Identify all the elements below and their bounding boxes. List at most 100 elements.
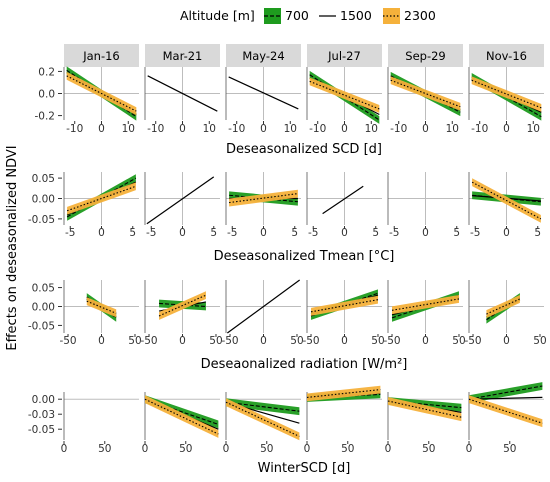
panel-2-Mar-21: -50 0 50 (140, 280, 223, 347)
series-line-700 (229, 194, 298, 203)
x-tick-label: 5 (291, 227, 298, 239)
strip-Nov-16 (469, 44, 544, 67)
ci-band-2300 (86, 297, 117, 318)
y-tick-label: 0.00 (32, 302, 55, 314)
panel-0-Mar-21: -10 0 10 (144, 67, 220, 135)
x-tick-label: 50 (422, 443, 435, 455)
series-line-1500 (468, 396, 543, 400)
x-tick-label: -50 (302, 335, 319, 347)
x-tick-label: 0 (341, 227, 348, 239)
ci-band-2300 (307, 385, 381, 402)
y-tick-label: -0.2 (35, 111, 56, 123)
x-tick-label: 50 (290, 335, 303, 347)
panel-0-Jan-16: -10 0 10 (63, 66, 139, 135)
ci-band-2300 (309, 77, 380, 113)
x-tick-label: -5 (308, 227, 318, 239)
x-tick-label: -50 (383, 335, 400, 347)
series-line-1500 (147, 75, 218, 112)
x-tick-label: 10 (122, 123, 135, 135)
panel-2-Nov-16: -50 0 50 (464, 280, 547, 347)
x-tick-label: -5 (389, 227, 399, 239)
x-tick-label: -10 (228, 123, 245, 135)
y-tick-label: 0.00 (32, 194, 55, 206)
x-tick-label: -10 (390, 123, 407, 135)
panel-3-Sep-29: 0 50 (385, 392, 463, 455)
x-tick-label: 50 (341, 443, 354, 455)
y-tick-label: -0.05 (28, 424, 55, 436)
series-line-2300 (486, 298, 521, 315)
panel-1-Jan-16: -5 0 5 (63, 172, 139, 239)
x-tick-label: 0 (260, 123, 267, 135)
x-tick-label: 0 (503, 227, 510, 239)
y-tick-label: 0.00 (32, 394, 55, 406)
panel-0-Sep-29: -10 0 10 (387, 67, 463, 135)
x-tick-label: 5 (372, 227, 379, 239)
y-tick-label: -0.03 (28, 409, 55, 421)
ci-band-2300 (229, 189, 298, 207)
x-tick-label: -10 (147, 123, 164, 135)
series-line-700 (468, 385, 543, 400)
x-tick-label: 50 (179, 443, 192, 455)
ci-band-2300 (390, 76, 461, 111)
strip-label: Jan-16 (82, 49, 120, 63)
x-tick-label: 0 (98, 227, 105, 239)
x-tick-label: 0 (341, 335, 348, 347)
x-tick-label: 50 (209, 335, 222, 347)
series-line-1500 (322, 185, 364, 215)
panel-3-Jan-16: 0 50 (61, 392, 139, 455)
series-line-2300 (310, 299, 379, 313)
x-tick-label: 10 (284, 123, 297, 135)
y-axis-title: Effects on deseasonalized NDVI (5, 145, 20, 350)
panel-0-Nov-16: -10 0 10 (468, 67, 544, 135)
series-line-2300 (391, 298, 460, 311)
x-tick-label: -5 (227, 227, 237, 239)
x-tick-label: 0 (142, 443, 149, 455)
legend-label-700: 700 (285, 8, 309, 23)
x-axis-title: Deseaonalized radiation [W/m²] (201, 357, 408, 372)
x-tick-label: 10 (203, 123, 216, 135)
panel-3-May-24: 0 50 (223, 392, 301, 455)
x-tick-label: -5 (146, 227, 156, 239)
x-tick-label: 50 (98, 443, 111, 455)
x-tick-label: 5 (534, 227, 541, 239)
series-line-2300 (471, 181, 542, 220)
x-tick-label: 0 (503, 335, 510, 347)
x-tick-label: 0 (179, 335, 186, 347)
series-line-2300 (66, 75, 137, 112)
x-tick-label: 0 (179, 227, 186, 239)
panel-2-Jul-27: -50 0 50 (302, 280, 385, 347)
x-tick-label: 5 (129, 227, 136, 239)
ci-band-2300 (226, 398, 300, 441)
legend: Altitude [m] 700 1500 2300 (180, 8, 436, 24)
x-tick-label: 50 (503, 443, 516, 455)
panel-3-Mar-21: 0 50 (142, 392, 220, 455)
strip-label: Jul-27 (327, 49, 361, 63)
ci-band-2300 (388, 397, 462, 422)
strip-label: Sep-29 (405, 49, 445, 63)
x-tick-label: 0 (422, 227, 429, 239)
y-tick-label: 0.0 (38, 89, 55, 101)
x-tick-label: 5 (453, 227, 460, 239)
x-tick-label: 50 (371, 335, 384, 347)
x-tick-label: 0 (61, 443, 68, 455)
x-tick-label: 10 (365, 123, 378, 135)
legend-label-1500: 1500 (340, 8, 372, 23)
x-axis-title: WinterSCD [d] (258, 461, 351, 476)
series-line-2300 (468, 398, 543, 424)
x-tick-label: -50 (221, 335, 238, 347)
ci-band-2300 (311, 295, 378, 316)
x-axis-title: Deseasonalized Tmean [°C] (214, 249, 395, 264)
x-tick-label: -50 (140, 335, 157, 347)
x-tick-label: 50 (128, 335, 141, 347)
strip-Jul-27 (307, 44, 382, 67)
legend-label-2300: 2300 (404, 8, 436, 23)
x-tick-label: 0 (466, 443, 473, 455)
x-tick-label: -5 (65, 227, 75, 239)
x-tick-label: -50 (464, 335, 481, 347)
x-tick-label: 0 (98, 123, 105, 135)
facet-panels: Jan-16 Mar-21 May-24 Jul-27 Sep-29 Nov-16 0.2 0… (28, 44, 547, 476)
x-axis-title: Deseasonalized SCD [d] (226, 142, 382, 157)
series-line-2300 (66, 185, 137, 212)
x-tick-label: 0 (98, 335, 105, 347)
series-line-700 (225, 401, 300, 412)
